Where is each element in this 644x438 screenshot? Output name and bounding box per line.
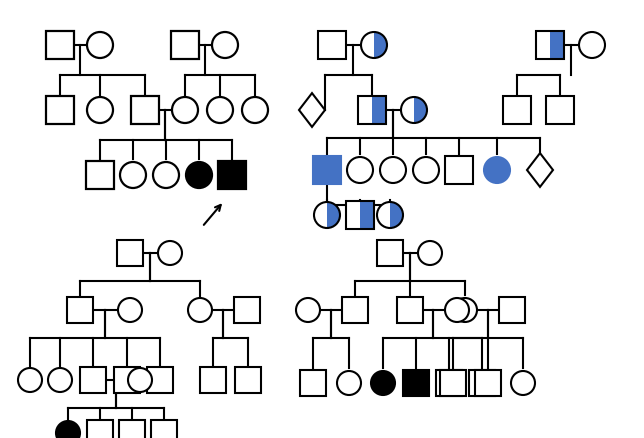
Circle shape — [380, 157, 406, 183]
Bar — [46, 96, 74, 124]
Circle shape — [56, 421, 80, 438]
Circle shape — [118, 298, 142, 322]
Bar — [445, 156, 473, 184]
Bar — [300, 370, 326, 396]
Wedge shape — [314, 202, 327, 228]
Bar — [171, 31, 199, 59]
Polygon shape — [360, 201, 374, 229]
Circle shape — [87, 97, 113, 123]
Circle shape — [158, 241, 182, 265]
Circle shape — [413, 157, 439, 183]
Bar — [536, 31, 564, 59]
Bar — [86, 161, 114, 189]
Wedge shape — [327, 202, 340, 228]
Bar — [151, 420, 177, 438]
Wedge shape — [414, 97, 427, 123]
Circle shape — [337, 371, 361, 395]
Bar — [67, 297, 93, 323]
Bar — [218, 161, 246, 189]
Bar — [318, 31, 346, 59]
Bar — [200, 367, 226, 393]
Circle shape — [242, 97, 268, 123]
Bar — [397, 297, 423, 323]
Circle shape — [371, 371, 395, 395]
Wedge shape — [401, 97, 414, 123]
Circle shape — [347, 157, 373, 183]
Circle shape — [418, 241, 442, 265]
Bar — [147, 367, 173, 393]
Bar — [436, 370, 462, 396]
Bar — [114, 367, 140, 393]
Wedge shape — [374, 32, 387, 58]
Bar — [377, 240, 403, 266]
Circle shape — [212, 32, 238, 58]
Bar — [358, 96, 386, 124]
Circle shape — [120, 162, 146, 188]
Circle shape — [579, 32, 605, 58]
Bar — [87, 420, 113, 438]
Bar — [475, 370, 501, 396]
Bar — [234, 297, 260, 323]
Polygon shape — [372, 96, 386, 124]
Circle shape — [48, 368, 72, 392]
Circle shape — [128, 368, 152, 392]
Bar — [546, 96, 574, 124]
Polygon shape — [346, 201, 360, 229]
Circle shape — [188, 298, 212, 322]
Polygon shape — [527, 153, 553, 187]
Bar — [313, 156, 341, 184]
Bar — [469, 370, 495, 396]
Circle shape — [511, 371, 535, 395]
Bar — [119, 420, 145, 438]
Circle shape — [207, 97, 233, 123]
Polygon shape — [299, 93, 325, 127]
Circle shape — [296, 298, 320, 322]
Circle shape — [87, 32, 113, 58]
Circle shape — [484, 157, 510, 183]
Bar — [403, 370, 429, 396]
Polygon shape — [358, 96, 372, 124]
Circle shape — [186, 162, 212, 188]
Wedge shape — [361, 32, 374, 58]
Polygon shape — [550, 31, 564, 59]
Circle shape — [445, 298, 469, 322]
Bar — [499, 297, 525, 323]
Bar — [80, 367, 106, 393]
Bar — [342, 297, 368, 323]
Bar — [503, 96, 531, 124]
Bar — [440, 370, 466, 396]
Wedge shape — [390, 202, 403, 228]
Circle shape — [172, 97, 198, 123]
Polygon shape — [536, 31, 550, 59]
Circle shape — [153, 162, 179, 188]
Bar — [235, 367, 261, 393]
Circle shape — [453, 298, 477, 322]
Bar — [117, 240, 143, 266]
Bar — [46, 31, 74, 59]
Bar — [131, 96, 159, 124]
Wedge shape — [377, 202, 390, 228]
Circle shape — [18, 368, 42, 392]
Bar — [346, 201, 374, 229]
